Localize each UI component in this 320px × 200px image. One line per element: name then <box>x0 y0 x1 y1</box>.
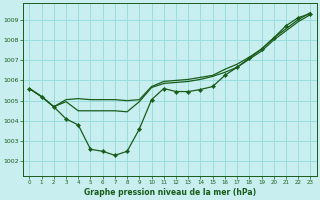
X-axis label: Graphe pression niveau de la mer (hPa): Graphe pression niveau de la mer (hPa) <box>84 188 256 197</box>
